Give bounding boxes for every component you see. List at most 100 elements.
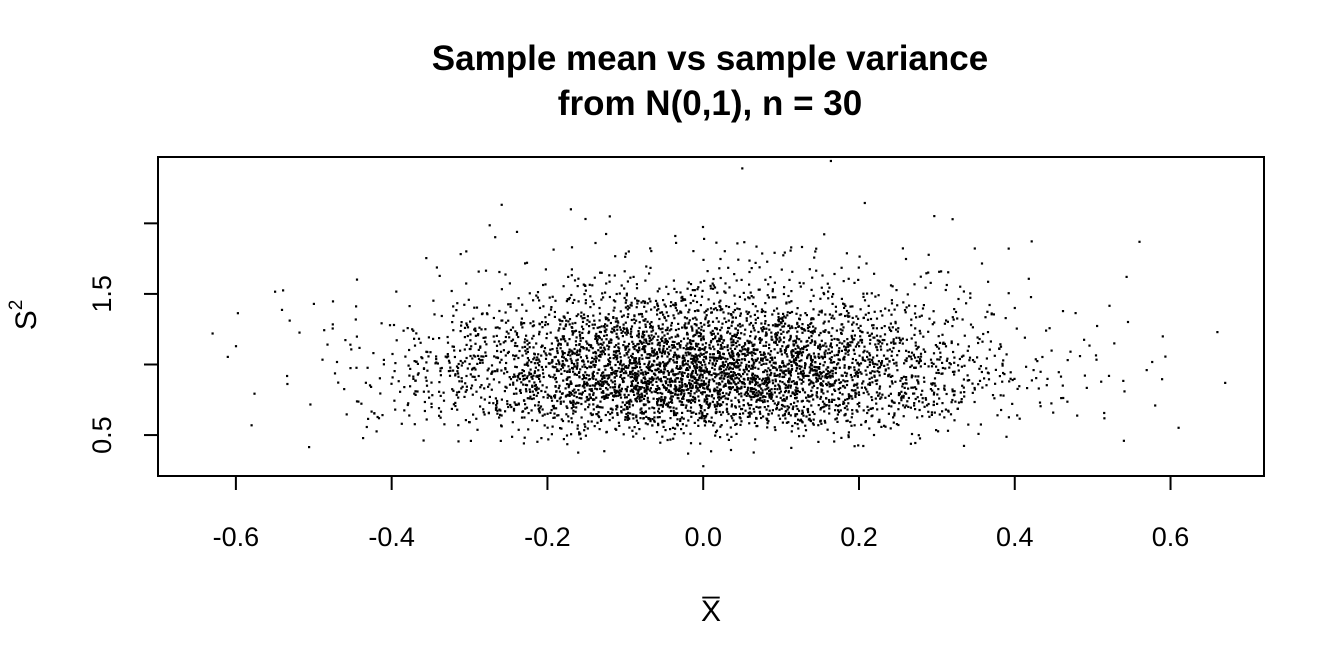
scatter-point	[667, 353, 671, 356]
scatter-point	[733, 388, 736, 391]
scatter-point	[858, 255, 861, 258]
scatter-point	[913, 312, 917, 315]
scatter-point	[866, 292, 869, 295]
scatter-point	[609, 366, 612, 369]
scatter-point	[599, 355, 602, 358]
scatter-point	[345, 413, 348, 416]
scatter-point	[615, 351, 618, 354]
scatter-point	[603, 334, 606, 337]
scatter-point	[913, 404, 916, 407]
scatter-point	[857, 368, 860, 371]
scatter-point	[517, 402, 520, 405]
scatter-point	[688, 353, 691, 356]
scatter-point	[598, 319, 601, 322]
scatter-point	[840, 313, 843, 316]
scatter-point	[778, 323, 781, 326]
scatter-point	[707, 383, 710, 386]
scatter-point	[643, 305, 646, 308]
scatter-point	[653, 419, 656, 422]
scatter-point	[586, 384, 589, 387]
scatter-point	[685, 354, 688, 357]
scatter-point	[617, 342, 620, 345]
scatter-point	[529, 368, 532, 371]
scatter-point	[512, 383, 515, 386]
scatter-point	[484, 336, 487, 339]
scatter-point	[737, 377, 740, 380]
scatter-point	[577, 451, 580, 454]
scatter-point	[676, 418, 679, 421]
scatter-point	[612, 353, 615, 356]
scatter-point	[736, 353, 739, 356]
scatter-point	[811, 330, 814, 333]
scatter-point	[724, 397, 727, 400]
scatter-point	[566, 298, 569, 301]
scatter-point	[717, 383, 721, 386]
scatter-point	[843, 371, 847, 374]
scatter-point	[571, 389, 574, 392]
scatter-point	[832, 293, 835, 296]
scatter-point	[888, 373, 891, 376]
scatter-point	[718, 404, 721, 407]
scatter-point	[753, 410, 756, 413]
scatter-point	[911, 386, 915, 389]
scatter-point	[644, 323, 647, 326]
scatter-point	[729, 370, 733, 373]
scatter-point	[969, 296, 972, 299]
scatter-point	[758, 338, 761, 341]
scatter-point	[724, 368, 728, 371]
scatter-point	[732, 381, 736, 384]
scatter-point	[787, 384, 790, 387]
scatter-point	[750, 341, 753, 344]
scatter-point	[463, 348, 466, 351]
scatter-point	[871, 324, 874, 327]
scatter-point	[553, 315, 556, 318]
scatter-point	[576, 401, 579, 404]
scatter-point	[809, 368, 812, 371]
scatter-point	[846, 342, 849, 345]
scatter-point	[447, 355, 450, 358]
scatter-point	[737, 399, 740, 402]
scatter-point	[589, 306, 592, 309]
scatter-point	[653, 411, 656, 414]
scatter-point	[750, 357, 754, 360]
scatter-point	[645, 356, 648, 359]
scatter-point	[619, 328, 622, 331]
scatter-point	[857, 341, 860, 344]
scatter-point	[781, 414, 785, 417]
scatter-point	[495, 334, 498, 337]
scatter-point	[698, 365, 701, 368]
scatter-point	[689, 302, 692, 305]
scatter-point	[801, 421, 804, 424]
scatter-point	[662, 375, 666, 379]
scatter-point	[740, 395, 743, 398]
scatter-point	[408, 374, 411, 377]
scatter-point	[771, 409, 774, 412]
scatter-point	[698, 347, 701, 350]
scatter-point	[611, 408, 614, 411]
scatter-point	[515, 392, 518, 395]
scatter-point	[713, 348, 716, 351]
scatter-point	[705, 402, 708, 405]
scatter-point	[834, 305, 837, 308]
scatter-point	[790, 364, 793, 367]
scatter-point	[670, 328, 673, 331]
scatter-point	[794, 413, 797, 416]
scatter-point	[639, 387, 642, 390]
scatter-point	[851, 341, 854, 344]
scatter-point	[834, 310, 838, 313]
scatter-point	[954, 400, 957, 403]
scatter-point	[812, 369, 815, 372]
scatter-point	[778, 392, 781, 395]
scatter-point	[711, 394, 714, 397]
scatter-point	[755, 405, 758, 408]
scatter-point	[767, 324, 770, 327]
scatter-point	[721, 322, 724, 325]
scatter-point	[979, 423, 982, 426]
scatter-point	[572, 412, 575, 415]
scatter-point	[673, 433, 676, 436]
scatter-point	[675, 367, 678, 370]
scatter-point	[788, 301, 791, 304]
scatter-point	[808, 366, 811, 369]
scatter-point	[797, 427, 800, 430]
scatter-point	[708, 394, 711, 397]
